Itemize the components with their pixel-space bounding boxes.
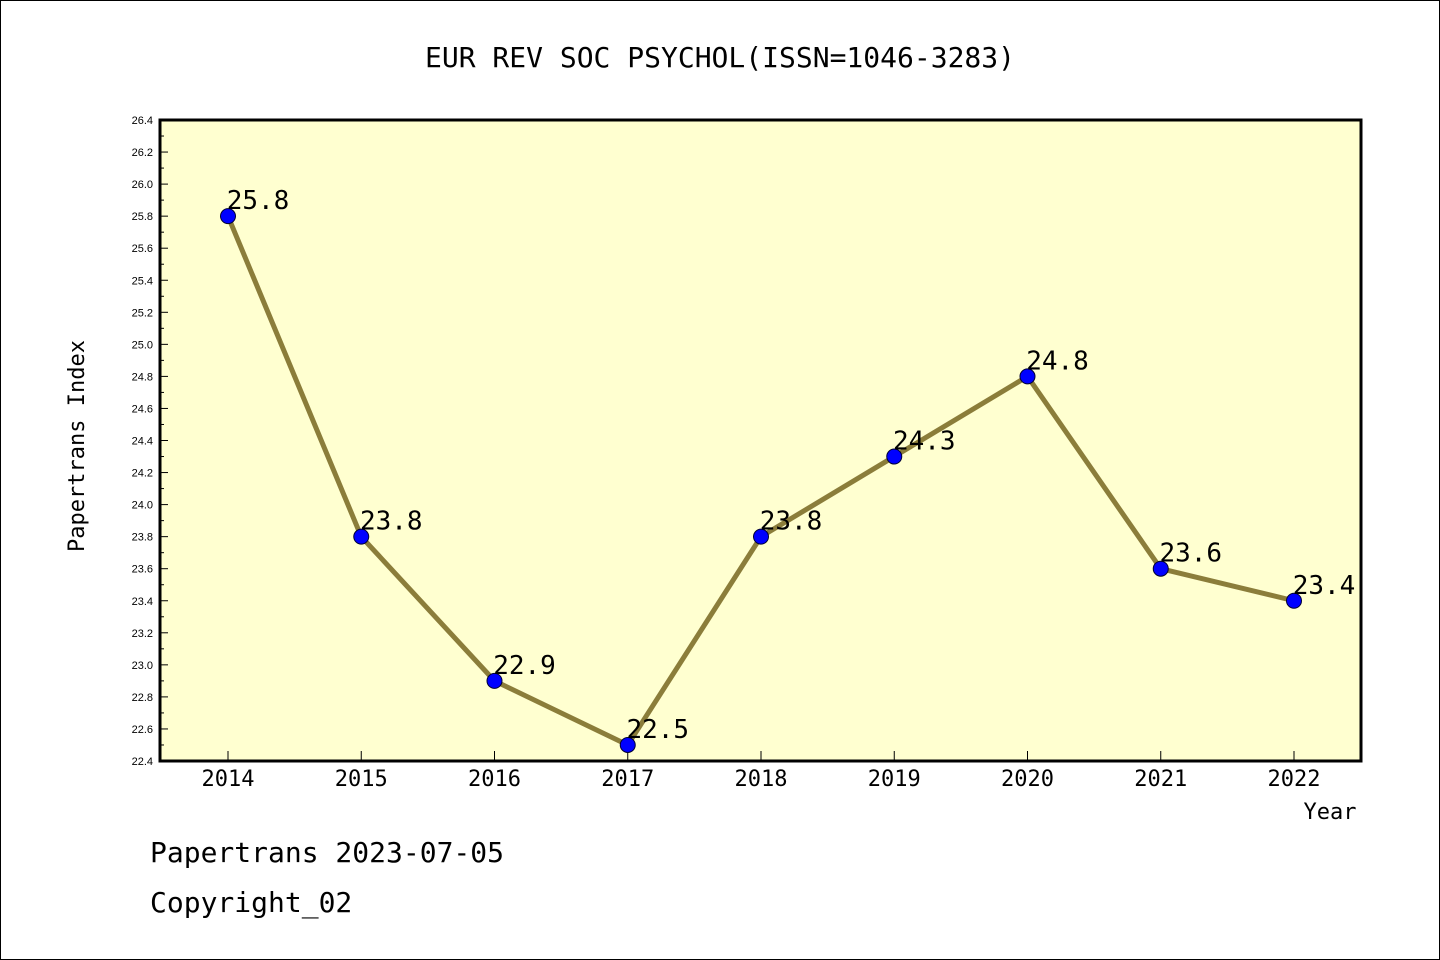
x-tick-label: 2015 <box>335 767 388 792</box>
data-label: 24.8 <box>1026 346 1089 376</box>
data-label: 22.9 <box>493 651 556 681</box>
x-tick-label: 2014 <box>202 767 255 792</box>
x-tick-label: 2017 <box>601 767 654 792</box>
x-axis-label: Year <box>1304 800 1357 825</box>
y-tick-label: 23.2 <box>132 628 153 640</box>
data-point <box>220 208 236 225</box>
data-point <box>1286 592 1302 609</box>
x-tick-label: 2018 <box>735 767 788 792</box>
y-tick-label: 24.8 <box>132 371 153 383</box>
x-tick-label: 2021 <box>1134 767 1187 792</box>
y-tick-label: 25.6 <box>132 243 153 255</box>
y-tick-label: 23.4 <box>132 596 153 608</box>
plot-area <box>158 118 1363 763</box>
y-tick-label: 22.8 <box>132 692 153 704</box>
data-label: 25.8 <box>227 186 290 216</box>
data-point <box>886 448 903 465</box>
data-point <box>753 528 769 545</box>
data-label: 22.5 <box>626 715 689 745</box>
data-label: 23.4 <box>1293 571 1356 601</box>
y-tick-label: 22.4 <box>132 756 153 768</box>
y-tick-label: 24.4 <box>132 436 153 448</box>
data-point <box>353 528 370 545</box>
y-tick-label: 26.0 <box>132 179 153 191</box>
chart-title: EUR REV SOC PSYCHOL(ISSN=1046-3283) <box>425 41 1015 74</box>
data-label-group: 25.8 23.8 22.9 22.5 23.8 24.3 24.8 23.6 23.4 <box>227 186 1356 745</box>
y-axis: 22.4 22.6 22.8 23.0 23.2 23.4 23.6 23.8 24.0 24.2… <box>132 115 168 768</box>
x-tick-label: 2016 <box>468 767 521 792</box>
data-point <box>1152 560 1169 577</box>
data-label: 23.6 <box>1159 539 1222 569</box>
y-tick-label: 25.8 <box>132 211 153 223</box>
data-point <box>619 736 636 753</box>
data-label: 23.8 <box>360 507 423 537</box>
y-tick-label: 23.0 <box>132 660 153 672</box>
y-tick-label: 25.2 <box>132 307 153 319</box>
data-label: 23.8 <box>760 507 823 537</box>
y-tick-label: 25.4 <box>132 275 153 287</box>
x-tick-label: 2019 <box>868 767 921 792</box>
y-tick-label: 23.6 <box>132 564 153 576</box>
y-tick-label: 22.6 <box>132 724 153 736</box>
series-line-group <box>220 208 1302 753</box>
data-point <box>486 672 503 689</box>
x-axis: 2014 2015 2016 2017 2018 2019 2020 2021 2022 <box>202 751 1321 792</box>
y-tick-label: 25.0 <box>132 339 153 351</box>
y-tick-label: 24.0 <box>132 500 153 512</box>
x-tick-label: 2022 <box>1268 767 1321 792</box>
y-tick-label: 24.6 <box>132 403 153 415</box>
y-tick-label: 23.8 <box>132 532 153 544</box>
y-axis-label: Papertrans Index <box>65 340 90 552</box>
footer-copyright: Copyright_02 <box>150 886 353 919</box>
y-tick-label: 26.4 <box>132 115 153 127</box>
data-label: 24.3 <box>893 427 956 457</box>
footer-date: Papertrans 2023-07-05 <box>150 836 505 869</box>
data-point <box>1019 368 1036 385</box>
x-tick-label: 2020 <box>1001 767 1054 792</box>
y-tick-label: 26.2 <box>132 147 153 159</box>
y-tick-label: 24.2 <box>132 468 153 480</box>
